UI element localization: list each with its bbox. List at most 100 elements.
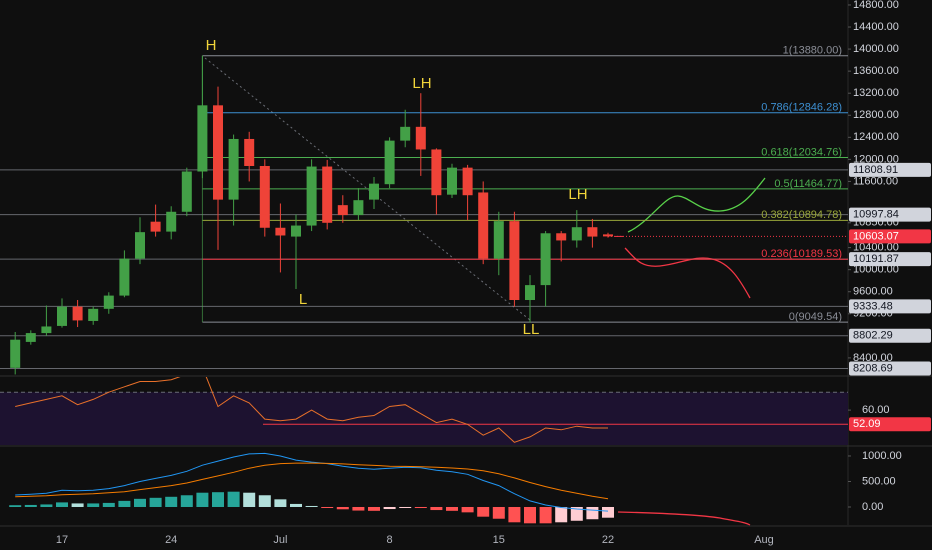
price-level-label: 8802.29 [853,330,893,342]
macd-histogram-bar [196,492,209,507]
macd-histogram-bar [524,506,536,524]
macd-histogram-bar [321,506,334,508]
fib-level-label: 0.5(11464.77) [774,178,842,190]
price-level-box [849,162,931,177]
candle-body [415,126,426,150]
candle-body [447,167,457,195]
projection-down [624,247,751,299]
y-tick-label: 14400.00 [853,21,899,33]
x-tick-label: 8 [387,534,393,546]
candle-body [275,227,286,236]
candle-body [384,140,395,185]
projection-up [627,177,766,233]
macd-projection [617,511,751,526]
macd-histogram-bar [149,497,162,507]
y-tick-label: 13600.00 [853,65,899,77]
macd-histogram-bar [352,506,365,511]
macd-histogram-bar [134,498,146,507]
candle-body [509,221,520,300]
macd-histogram-bar [461,506,474,513]
candle-body [540,233,551,286]
price-level-box [849,252,931,267]
macd-histogram-bar [305,505,318,507]
price-level-box [849,361,931,376]
signal-line [15,462,609,500]
fib-level-label: 1(13880.00) [783,45,842,57]
macd-histogram-bar [212,492,224,507]
y-tick-label: 12800.00 [853,109,899,121]
macd-histogram-bar [71,503,84,507]
macd-histogram-bar [492,506,505,519]
candle-body [353,200,364,216]
x-tick-label: 17 [56,534,68,546]
macd-tick-label: 1000.00 [862,450,902,462]
macd-line [15,452,609,512]
candle-body [556,233,567,241]
annotation: LL [523,321,540,338]
macd-histogram-bar [586,506,599,520]
y-tick-label: 11600.00 [853,175,898,187]
candle-body [462,167,473,196]
macd-histogram-bar [102,502,115,507]
last-price-label: 10603.07 [853,230,899,242]
price-level-box [849,299,931,314]
annotation: LH [412,75,431,92]
macd-histogram-bar [368,506,380,511]
macd-histogram-bar [446,506,458,511]
candle-body [587,227,598,237]
macd-histogram-bar [555,506,568,523]
candle-body [150,221,161,232]
macd-histogram-bar [383,506,396,510]
candle-body [135,232,145,259]
macd-histogram-bar [227,491,240,507]
fib-level-label: 0(9049.54) [789,311,842,323]
candle-body [41,326,52,334]
candle-body [291,225,301,237]
candle-body [525,285,535,300]
candle-body [166,211,177,232]
y-tick-label: 8400.00 [853,352,893,364]
candle-body [181,171,192,212]
x-tick-label: 15 [493,534,505,546]
rsi-band [0,392,848,445]
macd-histogram-bar [165,496,178,507]
x-tick-label: Jul [273,534,287,546]
macd-histogram-bar [570,506,583,521]
candle-body [119,258,130,296]
macd-histogram-bar [24,504,37,507]
candle-body [72,306,83,321]
annotation: LH [568,186,587,203]
rsi-line [15,377,608,443]
candle-body [478,192,489,259]
macd-histogram-bar [336,506,349,510]
candle-body [10,339,21,368]
x-tick-label: 24 [165,534,177,546]
y-tick-label: 12000.00 [853,153,899,165]
annotation: H [206,37,217,54]
candle-body [493,221,504,259]
price-level-label: 8208.69 [853,362,893,374]
candle-body [197,105,208,172]
candle-body [244,138,255,166]
macd-histogram-bar [118,500,131,507]
macd-histogram-bar [180,495,193,507]
annotation: L [299,291,307,308]
candle-body [322,166,333,223]
macd-tick-label: 500.00 [862,475,896,487]
price-level-label: 9333.48 [853,300,893,312]
price-level-box [849,328,931,343]
candle-body [259,165,270,228]
candle-body [431,149,442,196]
macd-histogram-bar [430,506,443,511]
macd-histogram-bar [40,504,53,507]
x-tick-label: Aug [754,534,774,546]
candle-body [25,333,36,342]
candle-body [603,234,613,237]
price-level-label: 11808.91 [853,164,898,176]
macd-histogram-bar [274,499,287,507]
last-price-box [849,229,931,244]
candle-body [400,126,411,141]
candle-body [369,183,379,200]
